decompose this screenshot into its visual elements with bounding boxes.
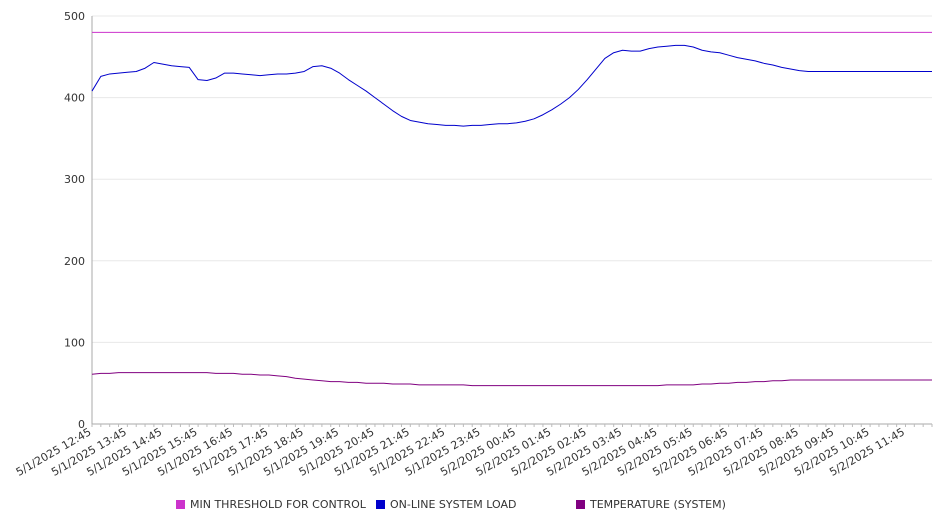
- y-tick-label: 200: [64, 255, 85, 268]
- legend-item-temperature: TEMPERATURE (SYSTEM): [576, 498, 726, 511]
- legend-label-min-threshold: MIN THRESHOLD FOR CONTROL: [190, 498, 366, 511]
- legend-item-system-load: ON-LINE SYSTEM LOAD: [376, 498, 516, 511]
- legend-label-temperature: TEMPERATURE (SYSTEM): [590, 498, 726, 511]
- y-tick-label: 500: [64, 10, 85, 23]
- legend-label-system-load: ON-LINE SYSTEM LOAD: [390, 498, 517, 511]
- temperature-line: [91, 372, 932, 387]
- x-axis-ticks: 5/1/2025 12:455/1/2025 13:455/1/2025 14:…: [14, 425, 907, 479]
- system-load-line: [91, 44, 932, 127]
- y-tick-label: 400: [64, 92, 85, 105]
- legend-swatch-system-load: [376, 500, 385, 509]
- axes-layer: [91, 16, 933, 427]
- legend-item-min-threshold: MIN THRESHOLD FOR CONTROL: [176, 498, 366, 511]
- y-axis-ticks: 0 100 200 300 400 500: [64, 10, 85, 431]
- y-tick-label: 0: [78, 418, 85, 431]
- y-tick-label: 300: [64, 173, 85, 186]
- legend-swatch-temperature: [576, 500, 585, 509]
- y-tick-label: 100: [64, 336, 85, 349]
- series-layer: [91, 31, 932, 387]
- legend: MIN THRESHOLD FOR CONTROL ON-LINE SYSTEM…: [0, 498, 946, 514]
- legend-swatch-min-threshold: [176, 500, 185, 509]
